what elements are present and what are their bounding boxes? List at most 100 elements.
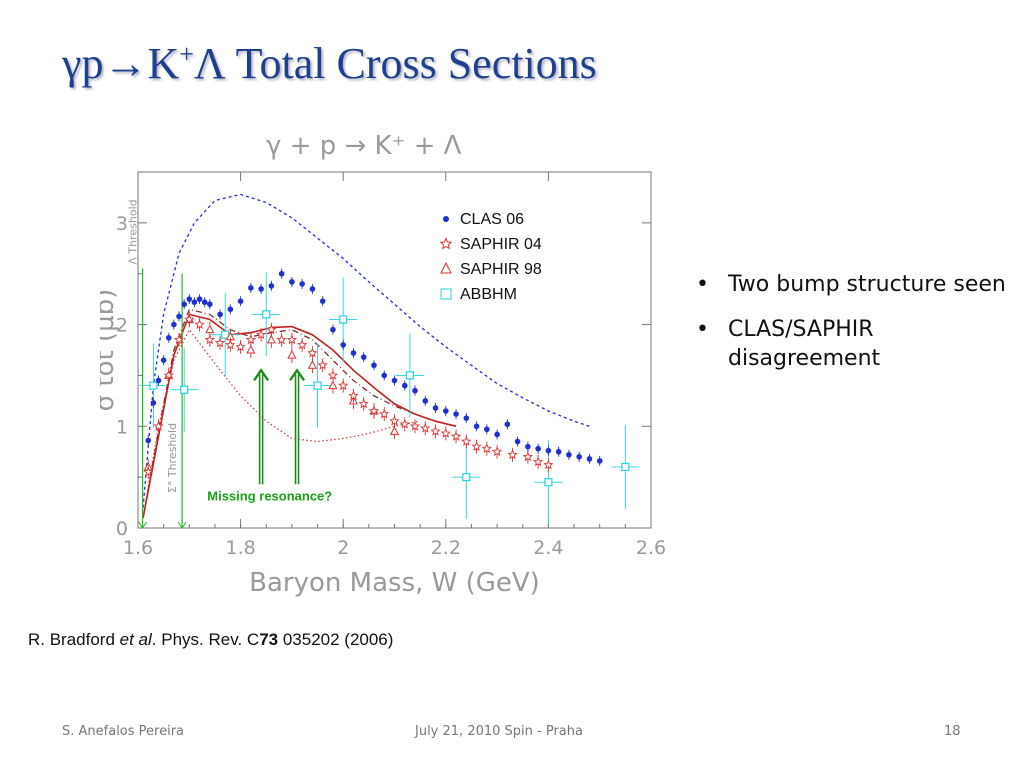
bullet-item: Two bump structure seen xyxy=(690,270,1010,299)
slide-title: γp→K+Λ Total Cross Sections xyxy=(62,38,597,89)
saphir04-point xyxy=(389,415,400,426)
abbhm-point xyxy=(339,315,348,324)
clas-point xyxy=(422,398,429,404)
saphir04-point xyxy=(307,347,318,358)
abbhm-point xyxy=(149,381,158,390)
x-tick-label: 2 xyxy=(337,537,349,559)
saphir04-point xyxy=(471,441,482,451)
x-tick-label: 1.6 xyxy=(123,537,153,559)
x-tick-label: 2.2 xyxy=(431,537,461,559)
clas-point xyxy=(566,451,572,458)
y-tick-label: 2 xyxy=(116,315,128,337)
clas-point xyxy=(268,283,275,289)
clas-point xyxy=(525,443,531,450)
saphir04-point xyxy=(522,451,534,462)
citation-authors: R. Bradford xyxy=(28,630,120,649)
y-tick-label: 3 xyxy=(116,213,128,235)
clas-point xyxy=(401,382,408,389)
clas-point xyxy=(237,298,244,304)
bullet-list: Two bump structure seen CLAS/SAPHIR disa… xyxy=(690,270,1010,389)
legend-marker-saphir98 xyxy=(440,261,452,274)
clas-point xyxy=(207,301,213,308)
legend-label: SAPHIR 04 xyxy=(460,236,542,253)
clas-point xyxy=(586,456,593,462)
clas-point xyxy=(381,372,388,379)
footer-date: July 21, 2010 Spin - Praha xyxy=(415,724,583,739)
legend-marker-clas xyxy=(443,216,449,222)
clas-point xyxy=(350,350,357,356)
saphir04-point xyxy=(409,420,421,431)
clas-point xyxy=(514,438,521,445)
saphir04-point xyxy=(440,428,451,438)
clas-point xyxy=(484,426,490,433)
clas-point xyxy=(165,334,172,341)
clas-point xyxy=(155,377,162,384)
threshold-arrow xyxy=(177,521,187,529)
title-k: K xyxy=(147,39,180,88)
saphir04-point xyxy=(450,431,462,441)
plot-frame xyxy=(137,171,652,529)
saphir04-point xyxy=(358,398,369,409)
clas-point xyxy=(319,298,326,304)
saphir04-point xyxy=(317,359,328,370)
saphir04-point xyxy=(225,339,236,350)
clas-point xyxy=(145,437,152,444)
abbhm-point xyxy=(462,473,471,482)
legend-label: SAPHIR 98 xyxy=(460,261,542,278)
clas-point xyxy=(150,400,157,406)
saphir04-point xyxy=(143,466,154,477)
model-curve-dotted-red xyxy=(142,328,421,518)
y-axis-title: σ tot (μb) xyxy=(100,289,120,412)
threshold-label: Λ Threshold xyxy=(127,199,140,264)
threshold-arrow xyxy=(138,521,148,529)
saphir04-point xyxy=(327,370,339,380)
abbhm-point xyxy=(621,462,630,472)
clas-point xyxy=(545,447,552,454)
abbhm-point xyxy=(180,385,189,394)
y-tick-label: 0 xyxy=(116,518,128,540)
clas-point xyxy=(463,415,470,421)
clas-point xyxy=(191,299,198,305)
saphir98-point xyxy=(328,380,338,390)
saphir04-point xyxy=(481,443,492,454)
saphir04-point xyxy=(194,319,205,329)
saphir04-point xyxy=(204,334,215,345)
saphir04-point xyxy=(461,436,472,446)
title-rest: Λ Total Cross Sections xyxy=(193,39,597,88)
clas-point xyxy=(176,313,182,320)
clas-point xyxy=(504,421,511,428)
saphir98-point xyxy=(205,324,215,334)
clas-point xyxy=(160,357,167,363)
clas-point xyxy=(432,405,439,411)
saphir04-point xyxy=(368,405,380,416)
clas-point xyxy=(473,423,480,430)
clas-point xyxy=(443,408,449,414)
citation-journal: . Phys. Rev. C xyxy=(151,630,260,649)
clas-point xyxy=(201,299,208,305)
citation: R. Bradford et al. Phys. Rev. C73 035202… xyxy=(28,630,393,650)
citation-volume: 73 xyxy=(259,630,279,649)
x-axis-title: Baryon Mass, W (GeV) xyxy=(249,568,540,598)
saphir04-point xyxy=(255,329,267,340)
saphir04-point xyxy=(276,334,287,345)
clas-point xyxy=(171,321,177,328)
saphir04-point xyxy=(286,334,298,345)
abbhm-point xyxy=(262,310,271,319)
saphir04-point xyxy=(379,408,390,419)
clas-point xyxy=(330,326,336,333)
saphir04-point xyxy=(532,456,544,467)
abbhm-point xyxy=(405,371,414,380)
abbhm-point xyxy=(544,478,553,487)
saphir04-point xyxy=(173,334,185,345)
abbhm-point xyxy=(313,381,322,390)
saphir04-point xyxy=(184,314,195,324)
footer-page-number: 18 xyxy=(944,724,961,739)
resonance-annotation: Missing resonance? xyxy=(207,489,332,504)
clas-point xyxy=(217,311,223,318)
saphir04-point xyxy=(420,422,431,433)
clas-point xyxy=(453,411,459,417)
model-curve-dashed-blue xyxy=(142,193,590,508)
saphir98-point xyxy=(307,360,318,369)
saphir04-point xyxy=(338,380,349,390)
citation-page-year: 035202 (2006) xyxy=(278,630,394,649)
